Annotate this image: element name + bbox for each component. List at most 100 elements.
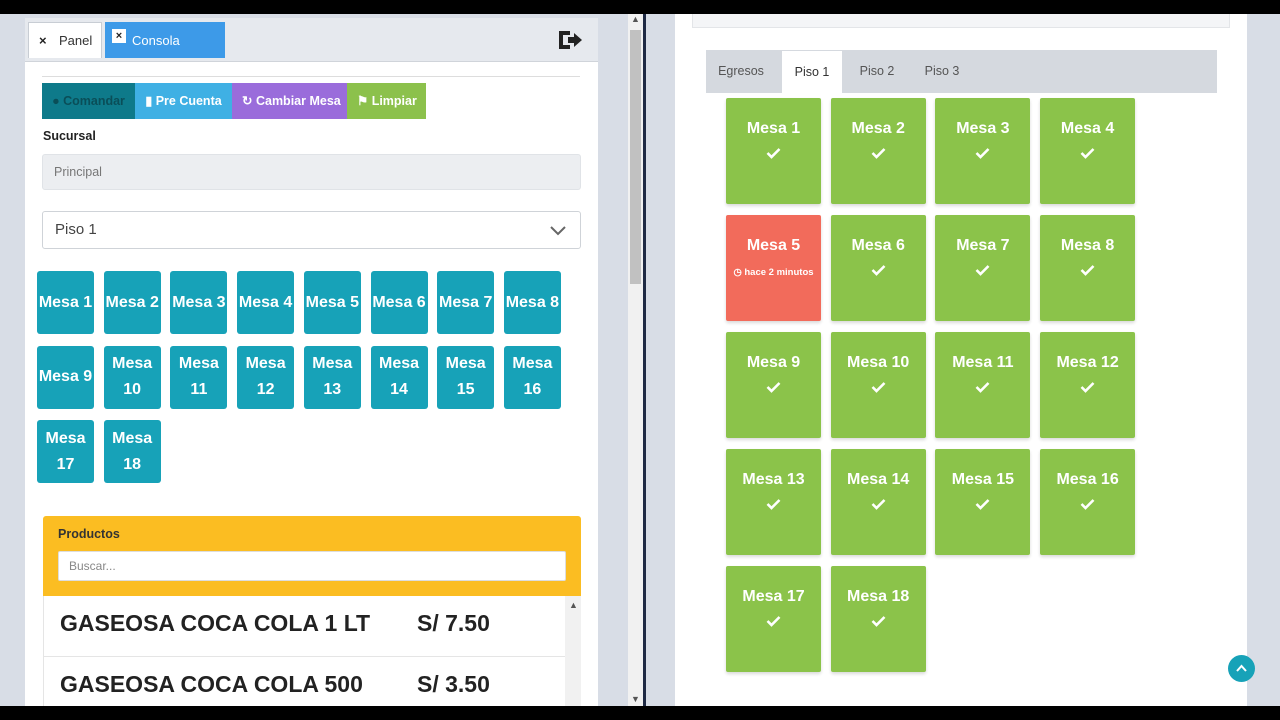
product-list-scrollbar[interactable]: ▲ — [565, 596, 581, 706]
limpiar-button[interactable]: ⚑ Limpiar — [347, 83, 426, 119]
mesa-card[interactable]: Mesa 17 — [726, 566, 821, 672]
check-icon — [766, 382, 781, 393]
scroll-up-icon[interactable]: ▲ — [631, 14, 640, 24]
piso-tabs: Egresos Piso 1 Piso 2 Piso 3 — [706, 50, 1217, 93]
mesa-button[interactable]: Mesa 15 — [437, 345, 495, 409]
mesa-card[interactable]: Mesa 13 — [726, 449, 821, 555]
mesa-button[interactable]: Mesa 6 — [370, 271, 428, 334]
mesa-card[interactable]: Mesa 12 — [1040, 332, 1136, 438]
tab-egresos[interactable]: Egresos — [718, 64, 764, 78]
mesa-card[interactable]: Mesa 9 — [726, 332, 821, 438]
mesa-card[interactable]: Mesa 11 — [935, 332, 1031, 438]
mesa-label-line: 15 — [456, 381, 475, 398]
mesa-label-line: 16 — [523, 381, 542, 398]
mesa-button[interactable]: Mesa 10 — [103, 345, 161, 409]
mesa-button[interactable]: Mesa 3 — [170, 271, 228, 334]
check-icon — [766, 499, 781, 510]
mesa-card[interactable]: Mesa 1 — [726, 98, 821, 204]
list-item[interactable]: GASEOSA COCA COLA 1 LT S/ 7.50 — [44, 596, 565, 657]
pre-cuenta-button[interactable]: ▮ Pre Cuenta — [135, 83, 232, 119]
close-icon[interactable]: × — [39, 33, 47, 48]
mesa-button[interactable]: Mesa 16 — [503, 345, 561, 409]
mesa-label-line: 17 — [56, 455, 75, 473]
comandar-label: Comandar — [63, 94, 125, 108]
sucursal-label: Sucursal — [43, 129, 96, 143]
sign-out-icon[interactable] — [556, 28, 584, 52]
sucursal-field[interactable]: Principal — [42, 154, 581, 190]
check-icon — [975, 382, 990, 393]
mesa-label-line: Mesa — [178, 355, 219, 372]
mesa-card[interactable]: Mesa 15 — [935, 449, 1031, 555]
mesa-button[interactable]: Mesa 5 — [303, 271, 361, 334]
mesa-card[interactable]: Mesa 3 — [935, 98, 1031, 204]
mesa-card[interactable]: Mesa 5 ◷ hace 2 minutos — [726, 215, 821, 321]
mesa-button[interactable]: Mesa 13 — [303, 345, 361, 409]
mesa-card[interactable]: Mesa 14 — [830, 449, 926, 555]
mesa-card-label: Mesa 8 — [1060, 237, 1115, 254]
tab-bar: × Panel × Consola Moso — [25, 18, 598, 84]
mesa-label-line: Mesa — [245, 355, 286, 372]
mesa-button[interactable]: Mesa 4 — [237, 271, 295, 334]
tab-piso-3[interactable]: Piso 3 — [924, 64, 960, 78]
check-icon — [871, 382, 886, 393]
mesa-card[interactable]: Mesa 2 — [830, 98, 926, 204]
mesa-card-label: Mesa 12 — [1056, 354, 1119, 371]
mesa-card[interactable]: Mesa 18 — [830, 566, 926, 672]
mesa-card[interactable]: Mesa 8 — [1040, 215, 1136, 321]
limpiar-label: Limpiar — [371, 94, 417, 108]
mesa-button[interactable]: Mesa 18 — [103, 420, 161, 483]
chevron-up-icon — [1236, 664, 1247, 672]
scroll-top-button[interactable] — [1228, 655, 1255, 682]
right-panel: Egresos Piso 1 Piso 2 Piso 3 Mesa 1 Mesa … — [675, 14, 1247, 706]
mesa-card[interactable]: Mesa 16 — [1040, 449, 1136, 555]
scroll-up-icon[interactable]: ▲ — [569, 600, 578, 610]
refresh-icon: ↻ — [242, 94, 253, 108]
mesa-button[interactable]: Mesa 2 — [103, 271, 161, 334]
mesa-label-line: Mesa — [45, 429, 86, 447]
mesa-button[interactable]: Mesa 14 — [370, 345, 428, 409]
check-circle-icon: ● — [52, 94, 60, 108]
mesa-button[interactable]: Mesa 1 — [37, 271, 94, 334]
mesa-card[interactable]: Mesa 4 — [1040, 98, 1136, 204]
mesa-button[interactable]: Mesa 9 — [37, 345, 94, 409]
cambiar-mesa-button[interactable]: ↻ Cambiar Mesa — [232, 83, 347, 119]
mesa-label: Mesa 15 — [446, 351, 486, 403]
mesa-label: Mesa 9 — [39, 364, 92, 390]
mesa-label: Mesa 16 — [512, 351, 552, 403]
tab-consola-moso[interactable]: × Consola Moso — [105, 22, 225, 84]
mesa-card[interactable]: Mesa 7 — [935, 215, 1031, 321]
tab-piso-2[interactable]: Piso 2 — [859, 64, 895, 78]
mesa-label-line: Mesa — [378, 355, 420, 372]
mesa-label: Mesa 5 — [306, 290, 359, 316]
mesa-button[interactable]: Mesa 12 — [237, 345, 295, 409]
product-name: GASEOSA COCA COLA 500 — [60, 671, 363, 697]
mesa-label-line: Mesa — [445, 355, 486, 372]
mesa-button[interactable]: Mesa 8 — [503, 271, 561, 334]
mesa-label-line: 12 — [256, 381, 275, 398]
tab-piso-1[interactable]: Piso 1 — [781, 50, 843, 93]
scrollbar-thumb[interactable] — [630, 30, 641, 284]
check-icon — [766, 616, 781, 627]
mesa-label-line: 13 — [323, 381, 342, 398]
left-scrollbar[interactable]: ▲ ▼ — [628, 14, 643, 706]
mesa-card[interactable]: Mesa 10 — [830, 332, 926, 438]
mesa-label: Mesa 3 — [172, 290, 225, 316]
check-icon — [871, 148, 886, 159]
file-icon: ▮ — [145, 94, 153, 108]
check-icon — [1080, 499, 1095, 510]
list-item[interactable]: GASEOSA COCA COLA 500 S/ 3.50 — [44, 657, 565, 706]
mesa-button[interactable]: Mesa 7 — [437, 271, 495, 334]
mesa-card[interactable]: Mesa 6 — [830, 215, 926, 321]
comandar-button[interactable]: ● Comandar — [42, 83, 135, 119]
mesa-button[interactable]: Mesa 11 — [170, 345, 228, 409]
check-icon — [766, 148, 781, 159]
mesa-card-label: Mesa 13 — [742, 471, 805, 488]
piso-select[interactable]: Piso 1 — [42, 211, 581, 249]
close-icon[interactable]: × — [112, 29, 126, 43]
search-input[interactable]: Buscar... — [58, 551, 566, 581]
scroll-down-icon[interactable]: ▼ — [631, 694, 640, 704]
left-panel: × Panel × Consola Moso ● Comandar ▮ Pre … — [25, 18, 598, 706]
mesa-button[interactable]: Mesa 17 — [37, 420, 94, 483]
check-icon — [975, 265, 990, 276]
tab-panel[interactable]: × Panel — [28, 22, 102, 58]
